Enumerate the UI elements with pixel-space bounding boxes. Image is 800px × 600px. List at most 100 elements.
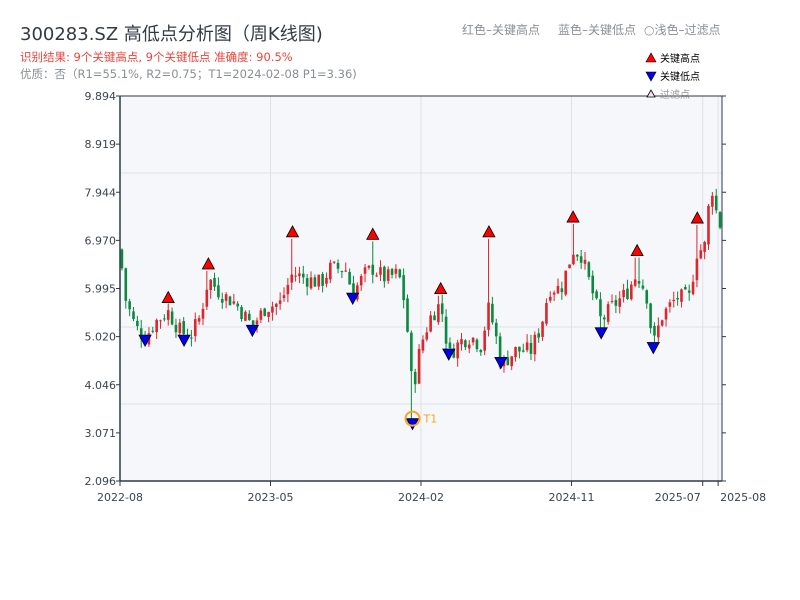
- key-low-marker: [494, 356, 508, 370]
- y-tick-label: 9.894: [85, 90, 117, 103]
- candle-body: [575, 254, 579, 257]
- candle-body: [128, 301, 131, 310]
- hint-red: 红色–关键高点: [462, 23, 541, 37]
- candle-body: [136, 320, 139, 327]
- key-high-marker: [690, 211, 704, 224]
- key-high-marker: [482, 225, 496, 238]
- candle-body: [684, 286, 687, 290]
- candle-body: [220, 298, 224, 303]
- candle-body: [151, 330, 155, 332]
- candle-body: [460, 339, 463, 345]
- candle-body: [228, 296, 232, 306]
- candle-body: [425, 332, 429, 340]
- candle-body: [213, 277, 216, 287]
- result-summary: 识别结果: 9个关键高点, 9个关键低点 准确度: 90.5%: [20, 50, 293, 64]
- t1-label: T1: [423, 413, 438, 426]
- candle-body: [166, 310, 170, 320]
- candle-body: [182, 321, 185, 334]
- candle-body: [668, 302, 672, 307]
- x-tick-label: 2024-11: [549, 491, 595, 504]
- legend-label: 关键高点: [660, 52, 700, 65]
- candle-body: [336, 262, 340, 269]
- candle-body: [356, 285, 359, 300]
- candle-body: [383, 266, 386, 282]
- candle-body: [163, 318, 166, 320]
- candle-body: [680, 289, 683, 302]
- candle-body: [591, 275, 595, 294]
- key-low-marker: [594, 327, 608, 340]
- candle-body: [159, 320, 162, 322]
- x-tick-label: 2024-02: [398, 491, 444, 504]
- candle-body: [633, 279, 637, 286]
- candle-body: [475, 339, 479, 350]
- chart-title: 300283.SZ 高低点分析图（周K线图): [20, 24, 323, 45]
- key-high-marker: [630, 243, 644, 257]
- candle-body: [332, 261, 336, 263]
- candle-body: [587, 262, 591, 277]
- candle-body: [201, 308, 205, 319]
- candle-body: [464, 340, 467, 348]
- candle-body: [421, 339, 425, 351]
- candle-body: [178, 322, 182, 334]
- candle-body: [487, 302, 490, 330]
- candle-body: [564, 270, 568, 295]
- candle-body: [394, 268, 398, 274]
- x-tick-label: 2025-07: [655, 491, 701, 504]
- candle-body: [190, 337, 193, 339]
- candle-body: [456, 342, 459, 359]
- candle-body: [205, 289, 209, 307]
- y-tick-label: 5.020: [85, 331, 117, 344]
- candle-body: [572, 254, 575, 265]
- candle-body: [367, 265, 371, 268]
- color-hint: 红色–关键高点 蓝色–关键低点 ○浅色–过滤点: [462, 21, 739, 38]
- candle-body: [174, 324, 178, 333]
- legend-high-icon: [645, 52, 657, 63]
- candle-body: [344, 270, 348, 272]
- candle-body: [630, 284, 633, 300]
- candle-body: [703, 241, 706, 252]
- candle-body: [263, 308, 267, 316]
- candle-body: [348, 271, 351, 285]
- candle-body: [271, 306, 274, 313]
- candle-body: [247, 313, 251, 320]
- candle-body: [657, 325, 660, 338]
- candle-body: [386, 269, 390, 281]
- candle-body: [525, 342, 529, 351]
- candle-body: [707, 205, 710, 245]
- key-low-marker: [442, 348, 456, 361]
- candle-body: [371, 264, 375, 275]
- candle-body: [660, 320, 664, 326]
- candle-body: [390, 269, 394, 275]
- candle-body: [664, 308, 668, 320]
- candle-body: [417, 348, 421, 384]
- candle-body: [618, 298, 622, 307]
- candle-body: [491, 303, 494, 323]
- legend-filtered-icon: [646, 89, 656, 98]
- candle-body: [653, 325, 656, 336]
- candle-body: [541, 321, 544, 337]
- candle-body: [286, 284, 290, 295]
- candle-body: [224, 294, 228, 301]
- candle-body: [398, 269, 402, 278]
- y-tick-label: 8.919: [85, 138, 117, 151]
- candle-body: [340, 271, 344, 273]
- candle-body: [290, 274, 294, 283]
- key-low-marker: [646, 342, 660, 355]
- candle-body: [124, 268, 128, 301]
- candle-body: [309, 277, 313, 289]
- candle-body: [278, 300, 282, 304]
- x-tick-label: 2025-08: [720, 491, 766, 504]
- candle-body: [282, 295, 286, 299]
- candle-body: [402, 275, 405, 301]
- candle-body: [483, 330, 486, 351]
- candle-body: [552, 292, 556, 295]
- candle-body: [714, 195, 718, 211]
- candle-body: [479, 349, 483, 353]
- candle-body: [232, 301, 236, 304]
- candle-body: [676, 297, 679, 300]
- key-high-marker: [161, 290, 175, 303]
- candle-body: [406, 298, 409, 332]
- candle-body: [139, 328, 143, 340]
- candle-body: [711, 195, 714, 207]
